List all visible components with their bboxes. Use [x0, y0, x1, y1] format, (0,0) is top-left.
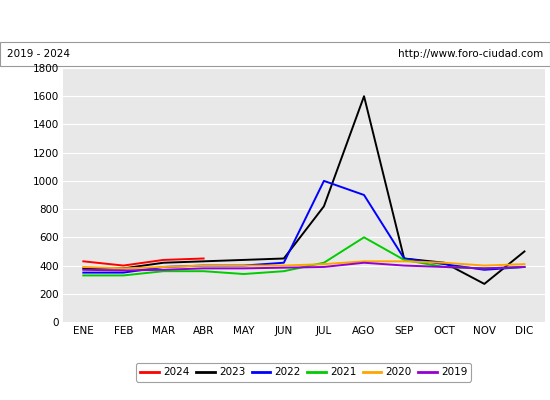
Text: http://www.foro-ciudad.com: http://www.foro-ciudad.com [398, 49, 543, 59]
Legend: 2024, 2023, 2022, 2021, 2020, 2019: 2024, 2023, 2022, 2021, 2020, 2019 [136, 363, 471, 382]
Text: Evolucion Nº Turistas Extranjeros en el municipio de Gomecello: Evolucion Nº Turistas Extranjeros en el … [37, 14, 513, 28]
Text: 2019 - 2024: 2019 - 2024 [7, 49, 70, 59]
